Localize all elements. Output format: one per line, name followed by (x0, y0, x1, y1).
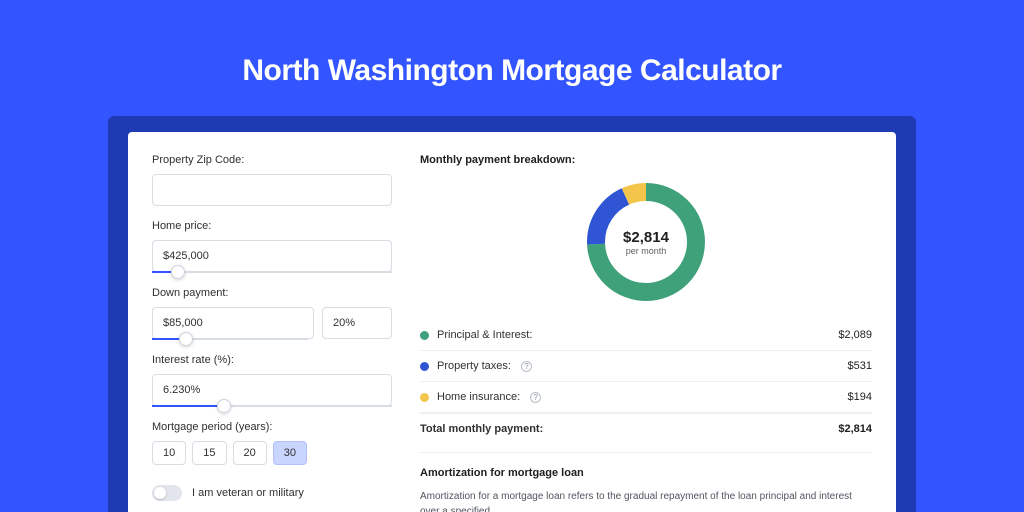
slider-thumb[interactable] (217, 399, 231, 413)
calculator-card: Property Zip Code: Home price: Down paym… (128, 132, 896, 512)
period-option-20[interactable]: 20 (233, 441, 267, 465)
legend-dot (420, 331, 429, 340)
legend-dot (420, 362, 429, 371)
donut-chart: $2,814 per month (582, 178, 710, 306)
down-payment-slider[interactable] (152, 338, 308, 340)
period-option-10[interactable]: 10 (152, 441, 186, 465)
legend-dot (420, 393, 429, 402)
zip-input[interactable] (152, 174, 392, 206)
down-payment-amount-input[interactable] (152, 307, 314, 339)
legend-label: Principal & Interest: (437, 329, 532, 341)
legend: Principal & Interest: $2,089 Property taxe… (420, 320, 872, 444)
hero: North Washington Mortgage Calculator Pro… (0, 0, 1024, 512)
help-icon[interactable]: ? (530, 392, 541, 403)
legend-row: Principal & Interest: $2,089 (420, 320, 872, 351)
legend-label: Home insurance: (437, 391, 520, 403)
donut-amount: $2,814 (623, 229, 669, 246)
down-payment-label: Down payment: (152, 287, 392, 299)
toggle-knob (154, 487, 166, 499)
legend-value: $194 (848, 391, 872, 403)
legend-total-value: $2,814 (838, 423, 872, 435)
interest-rate-slider[interactable] (152, 405, 392, 407)
divider (420, 452, 872, 453)
form-column: Property Zip Code: Home price: Down paym… (152, 154, 392, 512)
interest-rate-input[interactable] (152, 374, 392, 406)
period-option-30[interactable]: 30 (273, 441, 307, 465)
period-option-15[interactable]: 15 (192, 441, 226, 465)
donut-center: $2,814 per month (582, 178, 710, 306)
slider-thumb[interactable] (171, 265, 185, 279)
legend-total-row: Total monthly payment: $2,814 (420, 413, 872, 444)
home-price-field: Home price: (152, 220, 392, 273)
legend-row: Home insurance:? $194 (420, 382, 872, 413)
veteran-label: I am veteran or military (192, 487, 304, 499)
period-options: 1015 2030 (152, 441, 392, 465)
help-icon[interactable]: ? (521, 361, 532, 372)
legend-value: $531 (848, 360, 872, 372)
zip-label: Property Zip Code: (152, 154, 392, 166)
home-price-slider[interactable] (152, 271, 392, 273)
breakdown-column: Monthly payment breakdown: $2,814 per mo… (420, 154, 872, 512)
donut-chart-wrap: $2,814 per month (420, 178, 872, 306)
home-price-label: Home price: (152, 220, 392, 232)
page-title: North Washington Mortgage Calculator (0, 0, 1024, 88)
slider-thumb[interactable] (179, 332, 193, 346)
veteran-row: I am veteran or military (152, 485, 392, 501)
veteran-toggle[interactable] (152, 485, 182, 501)
legend-total-label: Total monthly payment: (420, 423, 543, 435)
period-label: Mortgage period (years): (152, 421, 392, 433)
period-field: Mortgage period (years): 1015 2030 (152, 421, 392, 465)
breakdown-title: Monthly payment breakdown: (420, 154, 872, 166)
legend-value: $2,089 (838, 329, 872, 341)
interest-rate-field: Interest rate (%): (152, 354, 392, 407)
legend-label: Property taxes: (437, 360, 511, 372)
home-price-input[interactable] (152, 240, 392, 272)
donut-sub: per month (626, 246, 667, 256)
legend-row: Property taxes:? $531 (420, 351, 872, 382)
card-shadow: Property Zip Code: Home price: Down paym… (108, 116, 916, 512)
interest-rate-label: Interest rate (%): (152, 354, 392, 366)
down-payment-percent-input[interactable] (322, 307, 392, 339)
amortization-body: Amortization for a mortgage loan refers … (420, 489, 872, 512)
amortization-title: Amortization for mortgage loan (420, 467, 872, 479)
down-payment-field: Down payment: (152, 287, 392, 340)
zip-field: Property Zip Code: (152, 154, 392, 206)
